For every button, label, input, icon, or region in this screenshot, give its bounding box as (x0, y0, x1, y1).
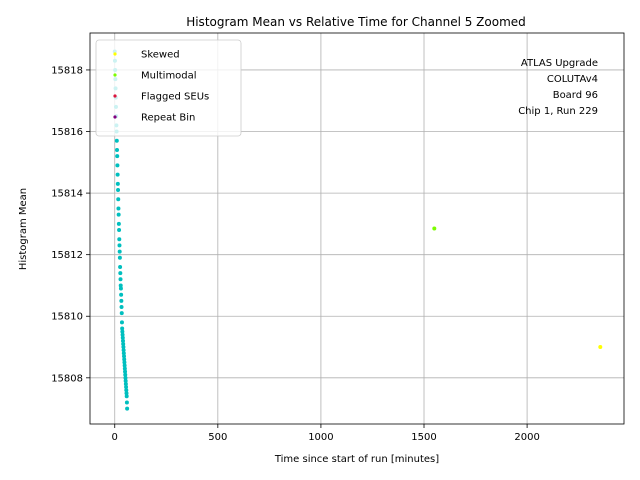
annotation-line: Chip 1, Run 229 (518, 106, 598, 117)
data-point (115, 154, 120, 159)
y-tick-label: 15816 (51, 127, 83, 138)
legend-label: Repeat Bin (141, 113, 195, 124)
data-point (123, 381, 128, 386)
data-point (116, 206, 121, 211)
y-tick-label: 15818 (51, 65, 83, 76)
data-point (118, 271, 123, 276)
data-point (117, 237, 122, 242)
data-point (116, 212, 121, 217)
data-point (119, 305, 124, 310)
legend-marker (113, 115, 117, 119)
data-point (432, 226, 437, 231)
y-tick-label: 15814 (51, 189, 83, 200)
data-point (125, 406, 130, 411)
data-point (122, 366, 127, 371)
legend-box (95, 39, 242, 137)
data-point (116, 188, 121, 193)
data-point (123, 378, 128, 383)
data-point (117, 243, 122, 248)
x-tick-label: 1500 (411, 432, 436, 443)
data-point (121, 345, 126, 350)
data-point (122, 363, 127, 368)
data-point (119, 292, 124, 297)
data-point (120, 332, 125, 337)
y-axis-ticks: 15808 15810 15812 15814 15816 15818 (51, 65, 90, 384)
data-point (118, 283, 123, 288)
x-axis-ticks: 0 500 1000 1500 2000 (112, 424, 540, 443)
data-point (119, 320, 124, 325)
data-point (119, 298, 124, 303)
data-point (117, 249, 122, 254)
legend-marker (113, 73, 117, 77)
data-point (116, 197, 121, 202)
x-tick-label: 2000 (514, 432, 539, 443)
data-point (119, 311, 124, 316)
data-point (116, 221, 121, 226)
data-point (124, 388, 129, 393)
data-point (115, 181, 120, 186)
data-point (124, 391, 129, 396)
data-point (120, 329, 125, 334)
data-point (118, 264, 123, 269)
data-point (115, 147, 120, 152)
data-point (124, 400, 129, 405)
data-point (121, 348, 126, 353)
data-point (115, 163, 120, 168)
legend-label: Flagged SEUs (141, 92, 209, 103)
data-point (117, 255, 122, 260)
annotation: ATLAS Upgrade COLUTAv4 Board 96 Chip 1, Run… (518, 58, 598, 117)
legend-marker (113, 94, 117, 98)
data-point (120, 338, 125, 343)
annotation-line: ATLAS Upgrade (521, 58, 598, 69)
data-point (120, 335, 125, 340)
chart-title: Histogram Mean vs Relative Time for Chan… (186, 15, 526, 29)
annotation-line: COLUTAv4 (547, 74, 598, 85)
data-point (121, 351, 126, 356)
data-point (117, 228, 122, 233)
data-point (122, 357, 127, 362)
plot-frame (89, 32, 625, 425)
y-axis-label: Histogram Mean (18, 188, 29, 270)
data-point (123, 372, 128, 377)
x-axis-label: Time since start of run [minutes] (274, 454, 439, 465)
x-tick-label: 0 (112, 432, 118, 443)
y-tick-label: 15808 (51, 373, 83, 384)
data-point (124, 394, 129, 399)
annotation-line: Board 96 (553, 90, 598, 101)
y-tick-label: 15810 (51, 312, 83, 323)
data-point (118, 277, 123, 282)
data-point (120, 326, 125, 331)
data-point (114, 138, 119, 143)
data-point (123, 375, 128, 380)
data-point (124, 385, 129, 390)
x-tick-label: 500 (208, 432, 227, 443)
y-tick-label: 15812 (51, 250, 83, 261)
x-tick-label: 1000 (308, 432, 333, 443)
data-point (598, 345, 603, 350)
data-point (122, 354, 127, 359)
legend-label: Skewed (141, 50, 180, 61)
legend-marker (113, 52, 117, 56)
data-point (118, 286, 123, 291)
data-point (123, 369, 128, 374)
data-point (121, 341, 126, 346)
data-point (115, 172, 120, 177)
legend-label: Multimodal (141, 71, 197, 82)
data-point (122, 360, 127, 365)
legend: Skewed Multimodal Flagged SEUs Repeat Bin (95, 39, 242, 137)
